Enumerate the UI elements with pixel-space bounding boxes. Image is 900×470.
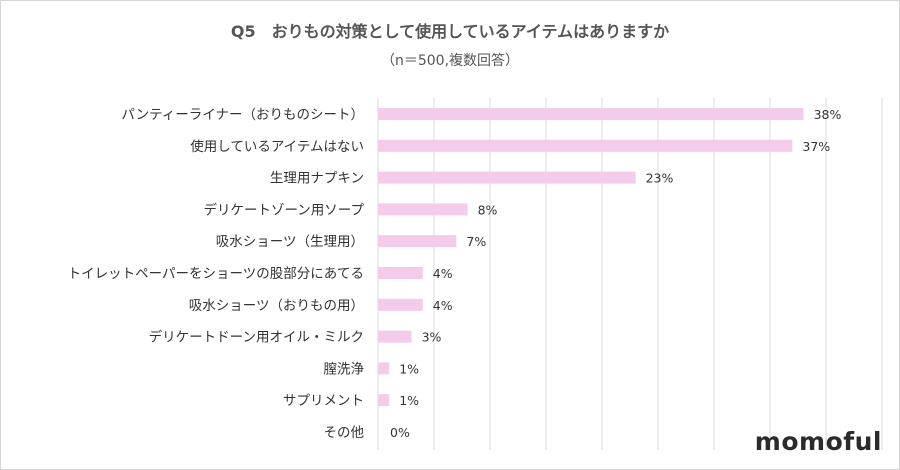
value-label: 4% [433, 266, 453, 281]
bar [378, 139, 793, 152]
bar [378, 171, 636, 184]
bar [378, 394, 390, 407]
value-label: 1% [399, 361, 419, 376]
category-label: パンティーライナー（おりものシート） [121, 107, 364, 123]
bar [378, 298, 423, 311]
value-label: 23% [646, 171, 674, 186]
category-label: デリケートゾーン用ソープ [203, 201, 364, 218]
category-label: 膣洗浄 [324, 360, 365, 377]
value-label: 1% [399, 393, 419, 408]
bar [378, 362, 390, 375]
category-label: 吸水ショーツ（おりもの用） [189, 298, 364, 314]
category-label: 使用しているアイテムはない [190, 138, 364, 155]
bar [378, 330, 412, 343]
bar [378, 267, 423, 279]
category-label: その他 [324, 425, 365, 441]
category-label: サプリメント [283, 393, 364, 409]
value-label: 8% [478, 202, 498, 217]
bar [378, 235, 457, 248]
category-label: トイレットペーパーをショーツの股部分にあてる [68, 266, 364, 282]
value-label: 4% [433, 298, 453, 313]
bar [378, 203, 468, 216]
value-label: 38% [814, 107, 842, 122]
value-label: 7% [466, 234, 486, 249]
value-label: 3% [422, 330, 442, 345]
category-label: 吸水ショーツ（生理用） [216, 234, 364, 250]
category-label: 生理用ナプキン [270, 171, 364, 187]
chart-title: Q5 おりもの対策として使用しているアイテムはありますか [230, 22, 670, 41]
category-label: デリケートドーン用オイル・ミルク [149, 329, 364, 346]
value-label: 0% [390, 425, 410, 440]
chart-subtitle: （n＝500,複数回答） [380, 53, 520, 69]
value-label: 37% [802, 139, 830, 154]
brand-logo: momoful [754, 427, 882, 456]
bar [378, 108, 804, 120]
